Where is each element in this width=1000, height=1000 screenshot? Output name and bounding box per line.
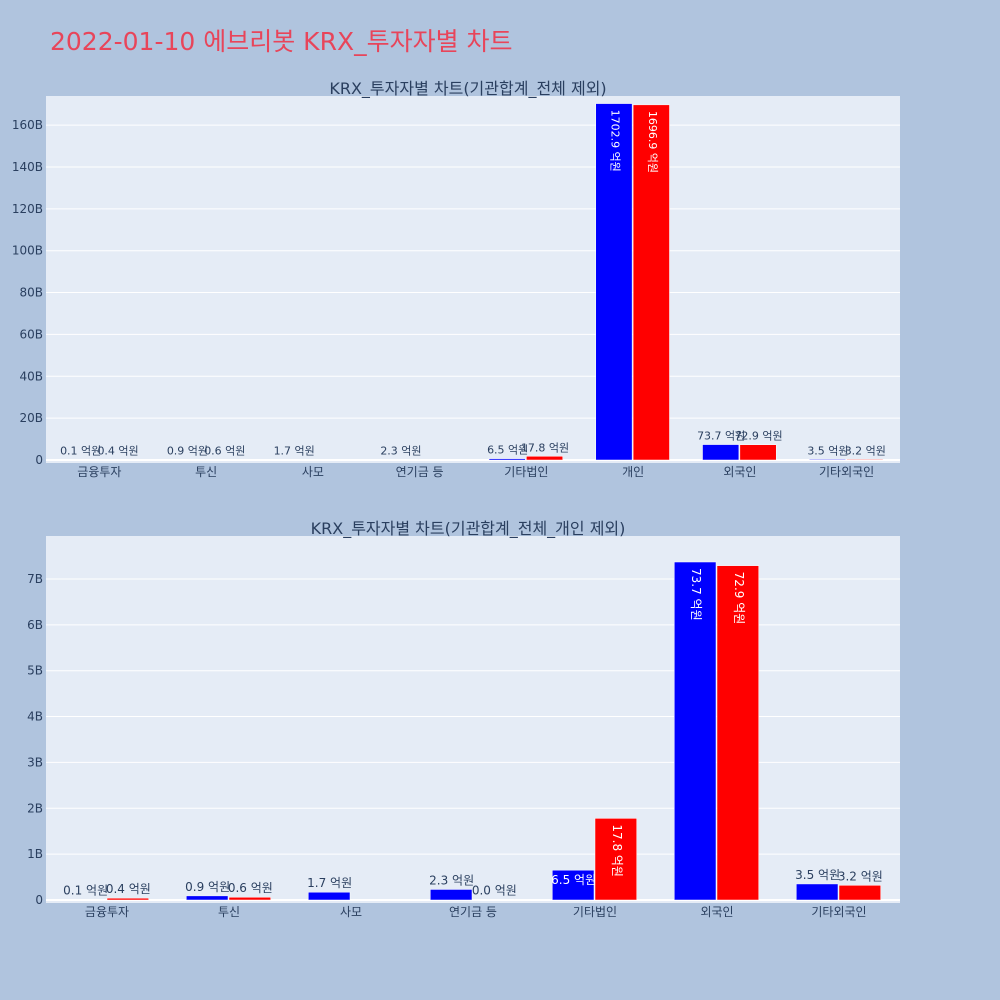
bar xyxy=(308,891,351,901)
data-label: 3.2 억원 xyxy=(845,444,886,457)
bar-chart-excluding-individuals: KRX_투자자별 차트(기관합계_전체_개인 제외) 0 1B 2B 3B 4B 5B 6B 7… xyxy=(27,519,900,919)
bar xyxy=(488,458,526,461)
bar xyxy=(430,889,473,901)
y-tick-label: 60B xyxy=(19,327,43,341)
bar xyxy=(716,565,759,901)
data-label: 6.5 억원 xyxy=(551,873,596,887)
bar xyxy=(106,897,149,901)
x-tick-label: 금융투자 xyxy=(77,465,121,479)
bar xyxy=(702,444,740,461)
y-tick-label: 6B xyxy=(27,618,43,632)
data-label: 0.4 억원 xyxy=(106,882,151,896)
bar xyxy=(632,104,670,461)
data-label: 1696.9 억원 xyxy=(646,111,659,173)
page-title: 2022-01-10 에브리봇 KRX_투자자별 차트 xyxy=(50,27,513,56)
data-label: 73.7 억원 xyxy=(689,568,703,621)
plot-area xyxy=(46,96,900,463)
data-label: 72.9 억원 xyxy=(732,572,746,625)
x-tick-label: 기타법인 xyxy=(573,905,617,919)
y-tick-label: 1B xyxy=(27,847,43,861)
y-tick-label: 2B xyxy=(27,801,43,815)
bar xyxy=(739,444,777,461)
bar-chart-all-investors: KRX_투자자별 차트(기관합계_전체 제외) 0 20B 40B 60B 80B 100B… xyxy=(12,79,900,479)
y-tick-label: 0 xyxy=(35,893,43,907)
x-tick-label: 투신 xyxy=(218,905,240,919)
data-label: 1702.9 억원 xyxy=(608,110,621,172)
bar xyxy=(809,459,846,461)
bar xyxy=(674,561,717,901)
data-label: 72.9 억원 xyxy=(734,430,782,443)
x-tick-label: 기타법인 xyxy=(504,465,548,479)
y-tick-label: 5B xyxy=(27,664,43,678)
data-label: 17.8 억원 xyxy=(610,824,624,877)
bar xyxy=(275,459,313,461)
bar xyxy=(61,459,99,461)
x-tick-label: 기타외국인 xyxy=(819,465,874,479)
x-tick-label: 기타외국인 xyxy=(811,905,866,919)
y-tick-label: 120B xyxy=(12,202,43,216)
data-label: 2.3 억원 xyxy=(380,445,421,458)
chart-title: KRX_투자자별 차트(기관합계_전체 제외) xyxy=(329,79,606,99)
bar xyxy=(382,459,419,461)
x-tick-label: 금융투자 xyxy=(85,905,129,919)
y-tick-label: 7B xyxy=(27,572,43,586)
data-label: 0.1 억원 xyxy=(60,445,101,458)
bar xyxy=(228,896,271,901)
y-tick-label: 40B xyxy=(19,369,43,383)
data-label: 0.6 억원 xyxy=(228,881,273,895)
y-tick-label: 4B xyxy=(27,710,43,724)
x-tick-label: 연기금 등 xyxy=(449,905,497,919)
x-tick-label: 투신 xyxy=(195,465,217,479)
data-label: 1.7 억원 xyxy=(274,445,315,458)
x-tick-label: 외국인 xyxy=(700,905,733,919)
data-label: 3.5 억원 xyxy=(807,444,848,457)
x-tick-label: 사모 xyxy=(340,905,362,919)
bar xyxy=(838,885,881,901)
bar xyxy=(64,899,107,901)
data-label: 0.4 억원 xyxy=(97,445,138,458)
data-label: 1.7 억원 xyxy=(307,876,352,890)
y-tick-label: 140B xyxy=(12,160,43,174)
data-label: 3.2 억원 xyxy=(838,869,883,883)
bar xyxy=(552,869,595,901)
bar xyxy=(168,459,206,461)
bar xyxy=(205,459,243,461)
y-tick-label: 100B xyxy=(12,244,43,258)
y-tick-label: 160B xyxy=(12,118,43,132)
plot-area xyxy=(46,536,900,903)
data-label: 0.0 억원 xyxy=(472,884,517,898)
x-tick-label: 개인 xyxy=(622,465,644,479)
bar xyxy=(594,818,637,901)
y-tick-label: 80B xyxy=(19,286,43,300)
bar xyxy=(186,895,229,901)
data-label: 3.5 억원 xyxy=(795,868,840,882)
y-tick-label: 0 xyxy=(35,453,43,467)
bar xyxy=(595,103,633,461)
data-label: 17.8 억원 xyxy=(521,441,569,454)
data-label: 0.9 억원 xyxy=(185,880,230,894)
data-label: 6.5 억원 xyxy=(487,444,528,457)
x-tick-label: 사모 xyxy=(302,465,324,479)
bar xyxy=(796,883,839,901)
bar xyxy=(846,459,884,461)
bar xyxy=(99,459,136,461)
data-label: 0.1 억원 xyxy=(63,884,108,898)
x-tick-label: 외국인 xyxy=(723,465,756,479)
data-label: 0.9 억원 xyxy=(167,445,208,458)
chart-title: KRX_투자자별 차트(기관합계_전체_개인 제외) xyxy=(311,519,626,539)
x-tick-label: 연기금 등 xyxy=(396,465,444,479)
y-tick-label: 3B xyxy=(27,755,43,769)
data-label: 0.6 억원 xyxy=(204,445,245,458)
data-label: 73.7 억원 xyxy=(697,430,745,443)
bar xyxy=(472,899,515,901)
bar xyxy=(526,456,563,461)
data-label: 2.3 억원 xyxy=(429,873,474,887)
y-tick-label: 20B xyxy=(19,411,43,425)
